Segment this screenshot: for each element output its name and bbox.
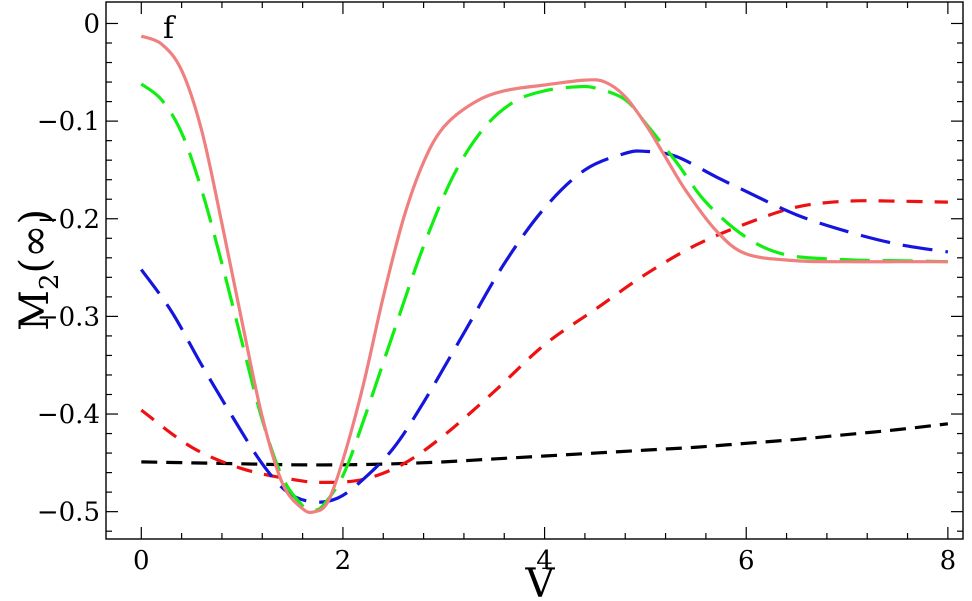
- series-green-dashed: [140, 82, 948, 512]
- x-tick-label: 8: [940, 546, 957, 576]
- series-blue-dashed: [139, 149, 949, 504]
- y-tick-label: −0.5: [37, 498, 100, 528]
- x-tick-label: 2: [335, 546, 352, 576]
- series-black-dashed: [141, 422, 949, 467]
- y-axis-title-subscript: 2: [35, 274, 65, 291]
- x-axis-title: V: [525, 561, 556, 601]
- y-tick-label: −0.3: [37, 302, 100, 332]
- y-axis-title: M2(∞): [12, 209, 65, 331]
- y-tick-label: −0.2: [37, 205, 100, 235]
- x-tick-label: 4: [536, 546, 553, 576]
- y-tick-label: −0.1: [37, 107, 100, 137]
- y-tick-label: −0.4: [37, 400, 100, 430]
- axis-ticks: 0 2 4 6 8 0 −0.1 −0.2 −0.3 −0.4 −0.5: [37, 2, 963, 576]
- series-red-dashed: [140, 199, 948, 484]
- x-tick-label: 6: [738, 546, 755, 576]
- y-tick-label: 0: [83, 9, 100, 39]
- y-axis-title-suffix: (∞): [12, 209, 58, 274]
- plot-frame: [105, 1, 964, 540]
- x-tick-label: 0: [133, 546, 150, 576]
- series-pink-solid: [140, 34, 948, 515]
- series-group: [139, 34, 949, 515]
- panel-label: f: [163, 11, 176, 46]
- y-axis-title-main: M: [12, 290, 58, 331]
